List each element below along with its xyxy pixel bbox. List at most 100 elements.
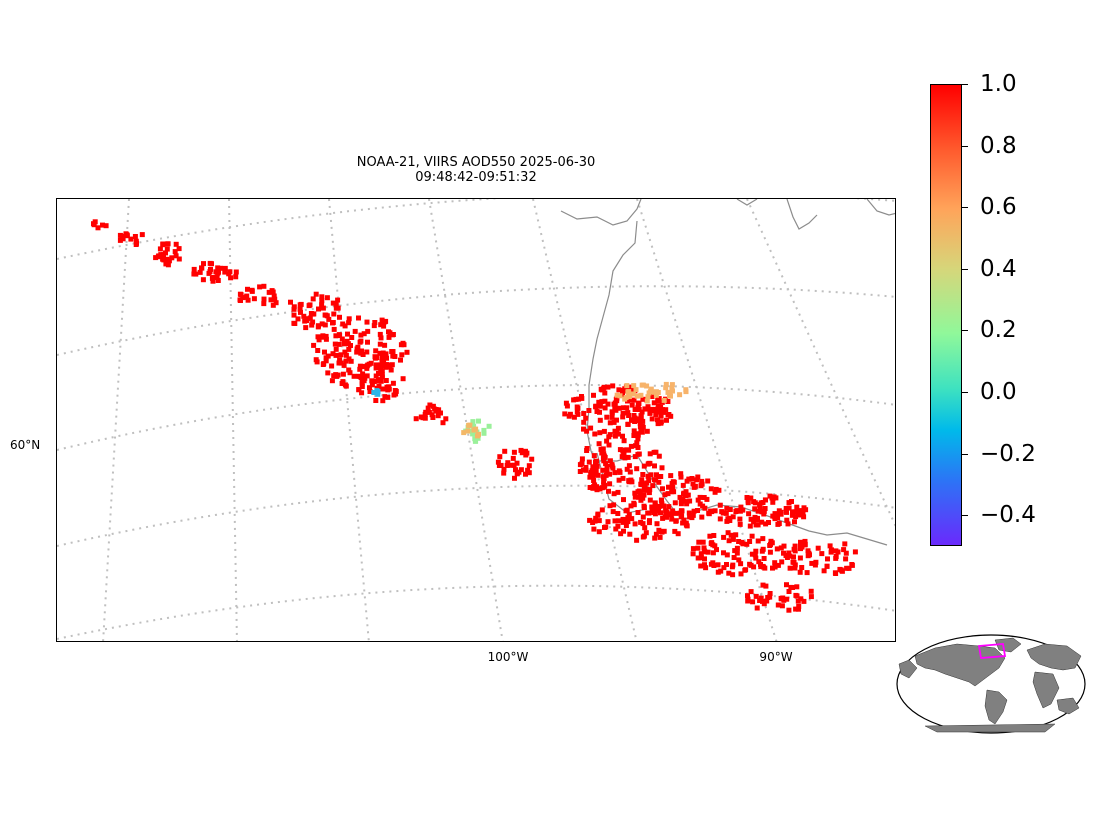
aod-pixel (730, 572, 736, 578)
aod-pixel (643, 530, 649, 536)
aod-pixel (620, 433, 625, 439)
aod-pixel (438, 410, 443, 416)
aod-pixel (117, 237, 123, 243)
aod-pixel (655, 421, 661, 427)
aod-pixel (356, 315, 361, 321)
aod-pixel (753, 593, 759, 599)
aod-pixel (495, 459, 501, 465)
aod-pixel (635, 510, 641, 515)
aod-pixel (603, 461, 609, 467)
aod-pixel (615, 425, 621, 431)
aod-pixel (839, 568, 845, 574)
aod-pixel (749, 551, 755, 557)
aod-pixel (386, 334, 392, 340)
aod-pixel (631, 500, 637, 506)
lat-line (57, 285, 895, 356)
aod-pixel (361, 331, 367, 337)
aod-pixel (373, 348, 379, 354)
aod-pixel (665, 491, 671, 497)
aod-pixel (345, 331, 350, 337)
aod-pixel (790, 585, 795, 590)
aod-pixel (341, 362, 347, 368)
aod-pixel (790, 509, 795, 515)
aod-pixel (723, 510, 729, 516)
aod-pixel (659, 529, 665, 535)
lon-line (228, 199, 238, 641)
aod-pixel (665, 389, 671, 395)
aod-pixel (755, 508, 761, 514)
aod-pixel (562, 411, 568, 417)
aod-pixel (633, 387, 639, 393)
aod-pixel (379, 317, 385, 323)
aod-pixel (374, 388, 380, 394)
aod-pixel (400, 376, 406, 382)
aod-pixel (319, 321, 325, 327)
aod-pixel (606, 442, 612, 448)
aod-pixel (645, 404, 651, 410)
aod-pixel (768, 538, 774, 544)
aod-pixel (625, 515, 631, 521)
aod-pixel (209, 261, 214, 267)
aod-pixel (683, 389, 689, 395)
aod-pixel (724, 562, 729, 567)
aod-pixel (298, 309, 303, 315)
aod-pixel (329, 363, 335, 369)
aod-pixel (429, 412, 435, 418)
aod-pixel (625, 398, 630, 404)
aod-pixel (690, 512, 696, 518)
aod-pixel (602, 390, 608, 396)
aod-pixel (324, 295, 330, 301)
map-canvas (57, 199, 895, 641)
lon-label-100w: 100°W (487, 650, 529, 664)
aod-pixel (218, 265, 224, 271)
aod-pixel (581, 426, 586, 432)
aod-pixel (652, 463, 657, 469)
aod-pixel (663, 508, 669, 514)
aod-pixel (686, 510, 692, 516)
aod-pixel (625, 421, 631, 427)
aod-pixel (382, 394, 388, 400)
aod-pixel (567, 411, 573, 417)
aod-pixel (618, 531, 624, 537)
aod-pixel (119, 233, 125, 239)
aod-pixel (706, 511, 712, 517)
aod-pixel (335, 305, 341, 311)
aod-pixel (770, 499, 776, 505)
aod-pixel (502, 448, 508, 454)
aod-pixel (471, 423, 477, 429)
aod-pixel (647, 410, 653, 416)
aod-pixel (701, 545, 707, 551)
aod-pixel (369, 382, 375, 388)
aod-pixel (261, 296, 267, 302)
aod-pixel (364, 365, 370, 371)
aod-pixel (789, 512, 795, 518)
aod-pixel (292, 321, 298, 326)
aod-pixel (684, 499, 690, 505)
aod-pixel (337, 314, 342, 320)
aod-pixel (273, 300, 279, 306)
aod-pixel (737, 516, 743, 522)
aod-pixel (599, 507, 605, 513)
aod-pixel (389, 362, 395, 368)
aod-pixel (606, 488, 611, 494)
aod-pixel (607, 458, 613, 464)
aod-pixel (727, 518, 733, 523)
aod-pixel (592, 482, 598, 488)
aod-pixel (359, 381, 365, 387)
aod-pixel (753, 548, 759, 554)
aod-pixel (762, 497, 768, 503)
aod-pixel (795, 509, 801, 515)
aod-pixel (420, 415, 426, 421)
aod-pixel (301, 313, 307, 319)
aod-pixel (641, 463, 647, 469)
aod-pixel (659, 465, 665, 471)
aod-pixel (356, 387, 362, 393)
aod-pixel (226, 271, 232, 277)
lon-line (746, 199, 895, 528)
map-panel[interactable] (56, 198, 896, 642)
aod-pixel (343, 358, 349, 364)
aod-pixel (697, 494, 703, 500)
aod-pixel (268, 297, 274, 303)
aod-pixel (222, 265, 228, 271)
aod-pixel (291, 306, 297, 312)
